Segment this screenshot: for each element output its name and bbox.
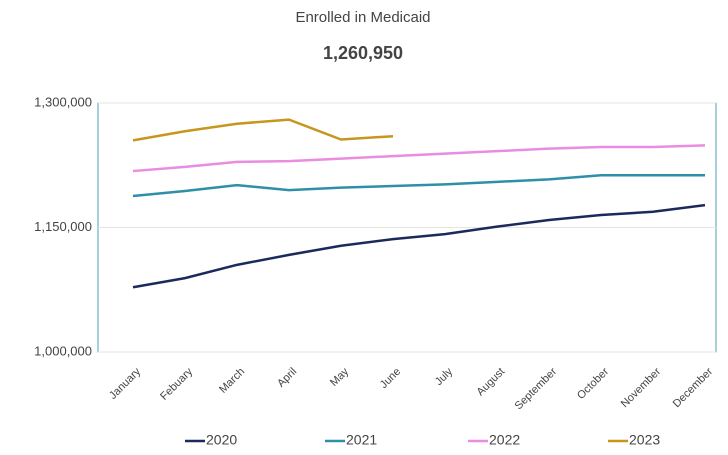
series-line — [132, 118, 394, 142]
series-line — [132, 173, 705, 198]
x-tick-label: October — [575, 365, 611, 401]
y-tick-label: 1,300,000 — [34, 94, 92, 109]
legend-label: 2020 — [206, 432, 237, 448]
y-tick-label: 1,150,000 — [34, 219, 92, 234]
legend-label: 2022 — [489, 432, 520, 448]
chart-subtitle: 1,260,950 — [323, 43, 403, 63]
x-tick-label: November — [619, 365, 664, 410]
x-tick-label: August — [474, 366, 507, 399]
y-tick-label: 1,000,000 — [34, 343, 92, 358]
x-tick-label: May — [328, 365, 352, 389]
legend-label: 2023 — [629, 432, 660, 448]
x-tick-label: April — [275, 366, 299, 390]
series-line — [132, 203, 706, 289]
series-line — [132, 144, 706, 173]
x-tick-label: Febuary — [158, 365, 195, 402]
x-tick-label: March — [217, 366, 247, 396]
chart-title: Enrolled in Medicaid — [295, 9, 430, 26]
x-tick-label: January — [107, 365, 144, 402]
legend-label: 2021 — [346, 432, 377, 448]
x-tick-label: September — [513, 365, 560, 412]
x-tick-label: December — [671, 365, 716, 410]
x-tick-label: July — [433, 365, 456, 388]
x-tick-label: June — [378, 366, 403, 391]
